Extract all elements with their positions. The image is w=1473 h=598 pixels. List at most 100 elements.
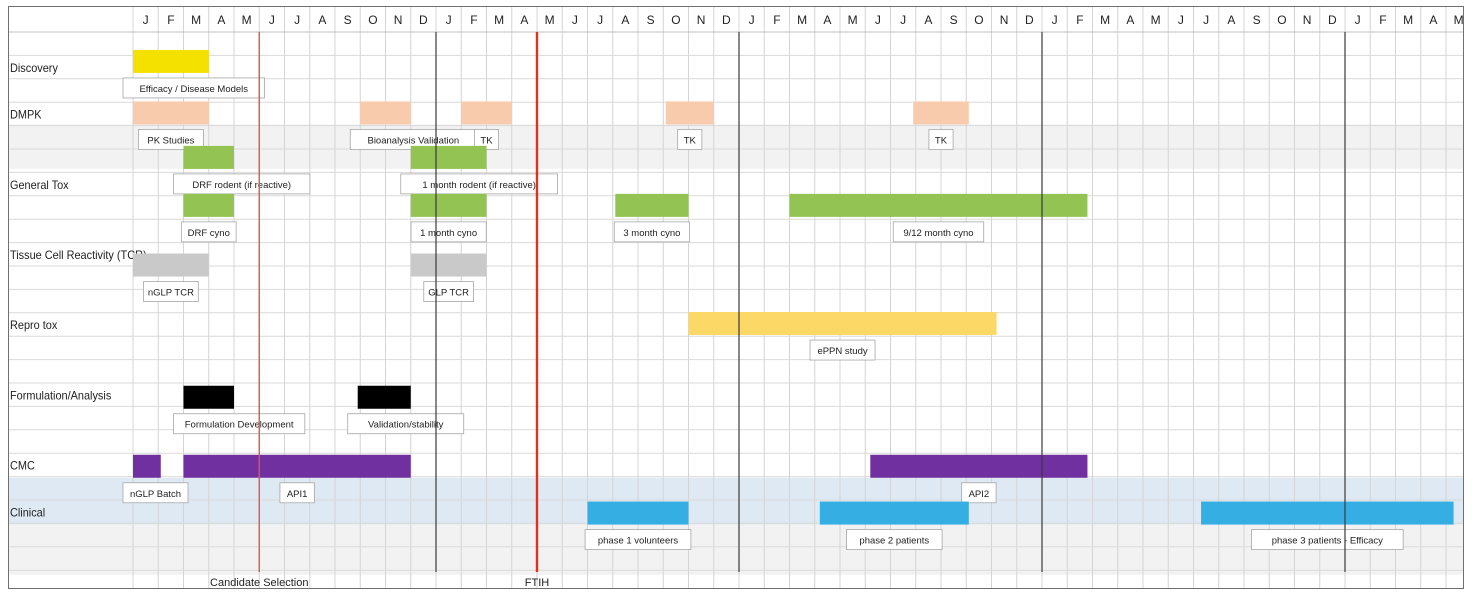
month-header-label: J — [446, 13, 452, 27]
row-label-0: Discovery — [10, 63, 58, 75]
task-label-12: nGLP TCR — [148, 288, 194, 299]
month-header-label: J — [269, 13, 275, 27]
month-header-label: A — [1126, 13, 1134, 27]
task-label-box-4 — [677, 129, 703, 150]
month-header-label: J — [1178, 13, 1184, 27]
month-header-label: M — [1454, 13, 1464, 27]
month-header-label: J — [1203, 13, 1209, 27]
task-label-3: TK — [480, 135, 493, 146]
task-label-7: 1 month rodent (if reactive) — [422, 180, 536, 191]
task-label-0: Efficacy / Disease Models — [139, 84, 248, 95]
task-bar-8 — [183, 193, 234, 217]
month-header-label: D — [419, 13, 428, 27]
task-label-5: TK — [935, 135, 948, 146]
task-label-16: Validation/stability — [368, 420, 444, 431]
task-label-box-10 — [613, 221, 690, 243]
task-label-box-19 — [961, 482, 997, 504]
month-header-label: F — [167, 13, 174, 27]
task-label-18: API1 — [287, 489, 308, 500]
task-label-11: 9/12 month cyno — [903, 228, 973, 239]
month-header-label: M — [1151, 13, 1161, 27]
month-header-label: A — [217, 13, 225, 27]
month-header-label: J — [1052, 13, 1058, 27]
month-header-label: S — [344, 13, 352, 27]
month-header-label: M — [797, 13, 807, 27]
month-header-label: O — [671, 13, 680, 27]
month-header-label: A — [823, 13, 831, 27]
gantt-chart: J F M A M J J A S O N D J F M A M J J A S O N D J F M A M J J A S O N D J F M A… — [9, 7, 1464, 589]
month-header-label: D — [722, 13, 731, 27]
month-header-label: N — [1303, 13, 1312, 27]
milestone-label-0: Candidate Selection — [210, 577, 308, 589]
row-label-5: Formulation/Analysis — [10, 390, 112, 402]
task-label-1: PK Studies — [147, 135, 194, 146]
month-header-label: O — [974, 13, 983, 27]
task-label-box-1 — [137, 129, 204, 150]
task-label-box-0 — [122, 77, 265, 99]
month-header-label: O — [1277, 13, 1286, 27]
task-label-19: API2 — [969, 489, 990, 500]
month-header-label: J — [875, 13, 881, 27]
month-header-label: D — [1025, 13, 1034, 27]
task-bar-1 — [133, 101, 209, 125]
row-band-2 — [9, 524, 1463, 575]
task-bar-5 — [913, 101, 969, 125]
month-header-label: S — [950, 13, 958, 27]
task-label-box-5 — [928, 129, 954, 150]
task-label-15: Formulation Development — [185, 420, 294, 431]
gantt-chart-frame: J F M A M J J A S O N D J F M A M J J A S O N D J F M A M J J A S O N D J F M A… — [8, 6, 1464, 589]
row-label-7: Clinical — [10, 507, 45, 519]
month-header-label: A — [924, 13, 932, 27]
task-label-20: phase 1 volunteers — [598, 536, 679, 547]
month-header-label: J — [143, 13, 149, 27]
month-header-label: M — [545, 13, 555, 27]
task-bar-21 — [819, 501, 969, 525]
month-header-label: S — [647, 13, 655, 27]
month-header-label: J — [597, 13, 603, 27]
task-bar-15 — [183, 385, 234, 409]
task-label-box-9 — [410, 221, 487, 243]
month-header-label: J — [1355, 13, 1361, 27]
task-label-box-6 — [173, 173, 311, 195]
task-bar-13 — [410, 253, 487, 277]
task-bar-16 — [357, 385, 411, 409]
task-label-10: 3 month cyno — [623, 228, 680, 239]
task-label-box-14 — [809, 339, 876, 361]
row-label-1: DMPK — [10, 109, 42, 121]
task-bar-12 — [133, 253, 209, 277]
row-label-6: CMC — [10, 460, 35, 472]
task-label-box-21 — [846, 529, 943, 550]
row-band-0 — [9, 124, 1463, 169]
task-label-14: ePPN study — [817, 346, 867, 357]
task-label-21: phase 2 patients — [859, 536, 929, 547]
month-header-label: F — [1076, 13, 1083, 27]
month-header-label: M — [848, 13, 858, 27]
task-bar-14 — [688, 312, 997, 336]
month-header-label: J — [572, 13, 578, 27]
task-label-box-16 — [347, 413, 465, 435]
month-header-label: F — [470, 13, 477, 27]
task-bar-20 — [587, 501, 689, 525]
task-bar-0 — [133, 49, 209, 73]
task-bar-4 — [665, 101, 714, 125]
month-header-label: J — [294, 13, 300, 27]
row-label-2: General Tox — [10, 180, 69, 192]
task-label-9: 1 month cyno — [420, 228, 477, 239]
task-label-box-20 — [584, 529, 692, 550]
task-label-22: phase 3 patients - Efficacy — [1272, 536, 1383, 547]
task-bar-17 — [133, 454, 161, 478]
task-bar-3 — [461, 101, 512, 125]
task-bar-9 — [410, 193, 487, 217]
task-label-13: GLP TCR — [428, 288, 469, 299]
task-label-4: TK — [684, 135, 697, 146]
milestone-label-1: FTIH — [525, 577, 549, 589]
task-label-box-12 — [143, 281, 199, 302]
month-header-label: F — [1379, 13, 1386, 27]
task-label-box-18 — [279, 482, 315, 504]
month-header-label: J — [900, 13, 906, 27]
month-header-label: N — [394, 13, 403, 27]
task-label-2: Bioanalysis Validation — [367, 135, 459, 146]
month-header-label: O — [368, 13, 377, 27]
task-bar-7 — [410, 145, 487, 169]
month-header-label: N — [1000, 13, 1009, 27]
